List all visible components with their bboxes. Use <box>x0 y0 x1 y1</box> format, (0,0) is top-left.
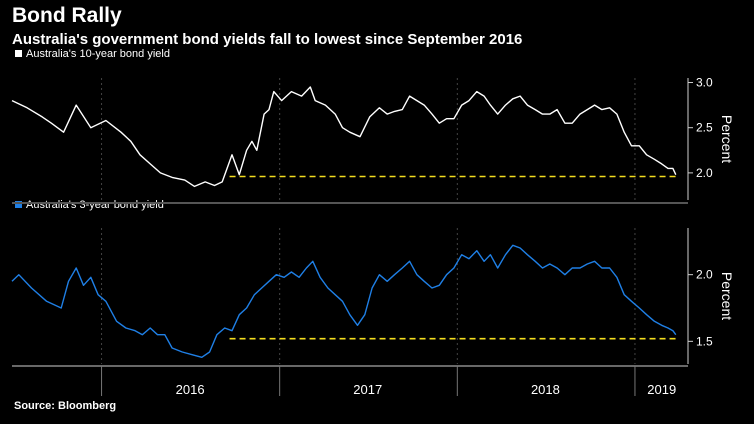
bottom-y-tick-label-0: 1.5 <box>696 334 713 348</box>
x-axis: 2016 2017 2018 2019 <box>12 202 688 397</box>
chart-title: Bond Rally <box>12 4 122 27</box>
top-y-tick-label-0: 2.0 <box>696 166 713 180</box>
x-year-label-2: 2018 <box>531 382 560 397</box>
top-panel: 2.0 2.5 3.0 Percent Australia's 10-year bond… <box>11 48 735 200</box>
top-y-axis-title: Percent <box>719 115 735 163</box>
x-year-label-0: 2016 <box>176 382 205 397</box>
bottom-series-line <box>11 244 677 358</box>
top-legend-label: Australia's 10-year bond yield <box>26 48 170 60</box>
bottom-y-tick-label-1: 2.0 <box>696 268 713 282</box>
x-year-label-3: 2019 <box>647 382 676 397</box>
top-legend-swatch <box>15 50 22 57</box>
x-year-label-1: 2017 <box>353 382 382 397</box>
bottom-y-axis-title: Percent <box>719 272 735 320</box>
top-y-tick-label-2: 3.0 <box>696 76 713 90</box>
bottom-legend-label: Australia's 3-year bond yield <box>26 199 164 211</box>
bottom-panel: 1.5 2.0 Percent Australia's 3-year bond yie… <box>11 199 735 364</box>
top-y-tick-label-1: 2.5 <box>696 121 713 135</box>
source-note: Source: Bloomberg <box>14 400 117 412</box>
top-series-line <box>11 86 677 188</box>
bottom-legend-swatch <box>15 201 22 208</box>
chart-subtitle: Australia's government bond yields fall … <box>12 31 523 48</box>
